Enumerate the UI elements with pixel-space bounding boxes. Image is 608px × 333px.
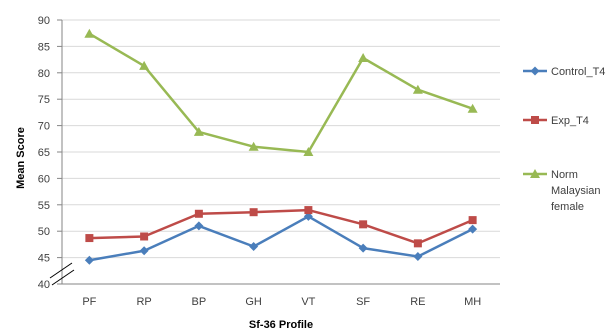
- data-point: [139, 60, 150, 70]
- data-point: [358, 53, 369, 63]
- data-point: [139, 246, 149, 256]
- legend-label: Norm Malaysian female: [551, 169, 601, 213]
- legend-label: Control_T4: [551, 66, 605, 78]
- data-point: [304, 206, 313, 215]
- x-tick-label: SF: [356, 296, 370, 308]
- data-point: [359, 220, 368, 229]
- legend-marker: [530, 169, 540, 178]
- x-tick-label: BP: [192, 296, 207, 308]
- legend-label: Exp_T4: [551, 115, 589, 127]
- data-point: [413, 239, 422, 248]
- data-point: [358, 243, 368, 253]
- axis-break-mark: [51, 269, 75, 286]
- y-tick-label: 75: [38, 94, 50, 106]
- data-point: [248, 141, 259, 151]
- data-point: [84, 255, 94, 265]
- x-tick-label: RE: [410, 296, 425, 308]
- data-point: [467, 103, 478, 113]
- y-tick-label: 55: [38, 200, 50, 212]
- data-point: [413, 252, 423, 262]
- legend-marker: [531, 116, 539, 124]
- series-line: [89, 215, 474, 262]
- y-tick-labels: 40 45 50 55 60 65 70 75 80 85 90: [38, 15, 50, 291]
- data-point: [194, 221, 204, 231]
- y-axis-title: Mean Score: [15, 127, 27, 189]
- axes: [49, 19, 500, 286]
- y-tick-label: 85: [38, 41, 50, 53]
- y-tick-label: 40: [38, 279, 50, 291]
- series-line: [89, 208, 474, 245]
- y-tick-label: 65: [38, 147, 50, 159]
- x-tick-label: MH: [464, 296, 481, 308]
- data-point: [303, 211, 313, 221]
- x-tick-label: RP: [136, 296, 151, 308]
- x-tick-label: PF: [82, 296, 96, 308]
- legend-marker: [530, 66, 540, 76]
- y-tick-label: 45: [38, 253, 50, 265]
- data-point: [412, 84, 423, 94]
- data-point: [85, 234, 94, 243]
- x-tick-label: VT: [301, 296, 315, 308]
- data-point: [193, 126, 204, 136]
- data-point: [249, 208, 258, 217]
- data-point: [468, 216, 477, 225]
- legend: Control_T4 Exp_T4 Norm Malaysian female: [523, 66, 605, 213]
- y-tick-label: 50: [38, 226, 50, 238]
- gridlines: [62, 19, 500, 259]
- x-tick-label: GH: [245, 296, 262, 308]
- x-axis-title: Sf-36 Profile: [249, 319, 313, 331]
- x-tick-labels: PF RP BP GH VT SF RE MH: [82, 296, 481, 308]
- y-tick-label: 90: [38, 15, 50, 27]
- data-point: [194, 209, 203, 218]
- series-lines: [84, 28, 478, 265]
- y-tick-label: 60: [38, 173, 50, 185]
- data-point: [249, 242, 259, 252]
- data-point: [84, 28, 95, 38]
- data-point: [468, 224, 478, 234]
- y-tick-label: 80: [38, 68, 50, 80]
- axis-break-mark: [49, 262, 73, 279]
- data-point: [140, 232, 149, 241]
- y-tick-label: 70: [38, 121, 50, 133]
- series-line: [88, 32, 474, 154]
- data-point: [303, 147, 314, 156]
